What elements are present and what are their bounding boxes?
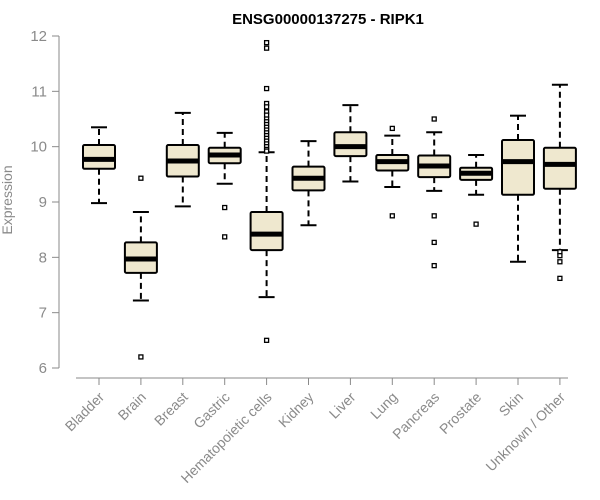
box-series [82, 39, 577, 360]
box-liver [333, 104, 368, 183]
x-tick-label: Liver [326, 389, 359, 422]
outlier-point [557, 253, 563, 259]
box-brain [123, 175, 158, 360]
outlier-point [263, 85, 270, 92]
outlier-point [431, 213, 437, 219]
y-tick-label: 9 [39, 194, 47, 211]
x-tick-label: Brain [115, 389, 149, 423]
box-bladder [82, 126, 116, 205]
outlier-point [263, 45, 270, 51]
box-unknown-other [542, 83, 577, 282]
x-tick-label: Prostate [436, 389, 484, 437]
box-gastric [207, 131, 242, 240]
outlier-point [431, 116, 437, 122]
outlier-point [222, 204, 228, 211]
outlier-point [263, 39, 270, 46]
outlier-point [263, 104, 270, 110]
x-tick-label: Lung [367, 389, 400, 422]
outlier-point [389, 213, 395, 219]
y-axis-label: Expression [0, 165, 15, 234]
outlier-point [473, 221, 479, 227]
box-lung [375, 125, 410, 219]
chart-title: ENSG00000137275 - RIPK1 [232, 11, 424, 28]
y-tick-label: 6 [39, 360, 47, 377]
outlier-point [389, 125, 395, 132]
outlier-point [557, 259, 563, 265]
outlier-point [222, 234, 228, 240]
outlier-point [138, 175, 144, 181]
x-tick-label: Breast [151, 389, 191, 429]
interquartile-box [249, 210, 284, 252]
outlier-point [431, 239, 437, 246]
outlier-point [431, 262, 437, 269]
interquartile-box [542, 146, 577, 190]
box-pancreas [417, 116, 452, 269]
x-tick-label: Skin [496, 389, 527, 420]
box-prostate [459, 153, 494, 227]
outlier-point [138, 354, 144, 360]
x-tick-label: Kidney [275, 389, 317, 431]
y-tick-label: 11 [31, 83, 47, 100]
x-tick-label: Unknown / Other [482, 389, 568, 475]
y-axis-ticks: 6 7 8 9 10 11 12 [30, 28, 59, 377]
interquartile-box [501, 139, 535, 196]
y-tick-label: 8 [39, 249, 47, 266]
y-tick-label: 10 [30, 139, 47, 156]
box-hematopoietic-cells [249, 39, 284, 343]
x-tick-label: Bladder [62, 389, 108, 435]
x-tick-label: Pancreas [389, 389, 442, 442]
y-tick-label: 12 [30, 28, 47, 45]
outlier-point [557, 275, 563, 282]
outlier-point [263, 148, 270, 154]
box-breast [165, 111, 200, 208]
box-kidney [291, 140, 326, 227]
outlier-point [263, 337, 270, 343]
y-tick-label: 7 [39, 305, 47, 322]
box-skin [501, 114, 535, 263]
